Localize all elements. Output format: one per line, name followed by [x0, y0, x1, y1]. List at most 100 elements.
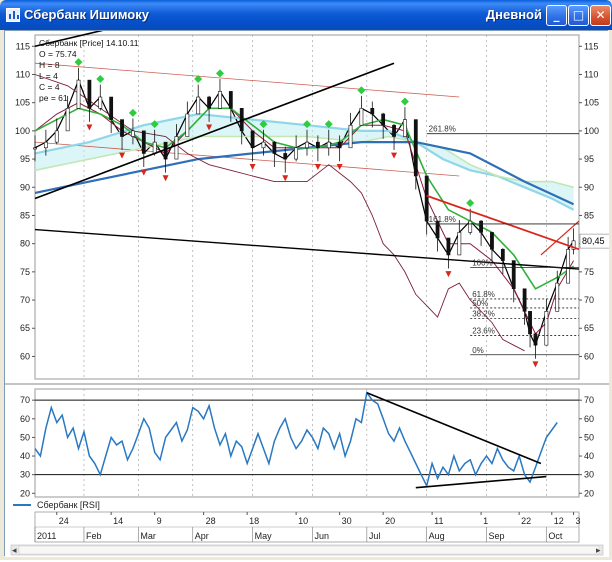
- chart-background: [5, 31, 609, 557]
- buy-signal-arrow: [314, 163, 321, 170]
- price-legend-line: L = 4: [39, 71, 58, 81]
- buy-signal-arrow: [532, 361, 539, 368]
- rsi-tick-label-left: 60: [20, 414, 30, 424]
- candle-body: [33, 147, 37, 150]
- price-tick-label-right: 110: [584, 69, 598, 79]
- candle-body: [413, 119, 418, 177]
- candle-body: [109, 96, 114, 120]
- price-legend-line: pe = 61: [39, 93, 68, 103]
- candle-body: [65, 108, 70, 132]
- candle-body: [120, 119, 124, 137]
- fib-level-label: 161.8%: [429, 215, 456, 224]
- candle-body: [326, 141, 331, 149]
- candle-body: [511, 260, 516, 290]
- rsi-tick-label-left: 70: [20, 395, 30, 405]
- candle-body: [305, 141, 309, 149]
- day-tick-label: 30: [342, 516, 352, 526]
- day-tick-label: 20: [385, 516, 395, 526]
- buy-signal-arrow: [249, 163, 256, 170]
- buy-signal-arrow: [86, 124, 93, 131]
- price-tick-label-left: 75: [20, 267, 30, 277]
- resistance-line-2: [540, 220, 580, 256]
- day-tick-label: 18: [249, 516, 259, 526]
- candle-body: [381, 113, 386, 126]
- candle-body: [196, 96, 201, 115]
- buy-signal-arrow: [336, 163, 343, 170]
- price-tick-label-left: 60: [20, 351, 30, 361]
- sell-signal-diamond: [128, 108, 137, 117]
- sell-signal-diamond: [400, 97, 409, 106]
- chart-canvas[interactable]: 6060656570707575808085859090959510010010…: [5, 17, 611, 557]
- candle-body: [54, 130, 59, 143]
- price-tick-label-left: 90: [20, 182, 30, 192]
- price-tick-label-left: 80: [20, 239, 30, 249]
- maximize-button[interactable]: □: [568, 5, 589, 26]
- last-price-label: 80,45: [582, 236, 605, 246]
- price-tick-label-left: 85: [20, 210, 30, 220]
- rsi-tick-label-right: 30: [584, 470, 594, 480]
- price-tick-label-right: 105: [584, 98, 599, 108]
- month-tick-label: Jul: [369, 531, 381, 541]
- buy-signal-arrow: [445, 271, 452, 278]
- close-button[interactable]: ✕: [590, 5, 611, 26]
- fib-level-label: 0%: [472, 346, 484, 355]
- price-legend-line: C = 4: [39, 82, 60, 92]
- candle-body: [566, 248, 571, 284]
- sell-signal-diamond: [324, 120, 333, 129]
- scroll-right-arrow: ▸: [596, 545, 601, 555]
- rsi-trendline-up: [415, 475, 547, 489]
- rsi-trendline-down: [366, 391, 542, 465]
- candle-body: [348, 124, 353, 149]
- period-label: Дневной: [485, 7, 542, 22]
- window-title: Сбербанк Ишимоку: [24, 7, 149, 22]
- sell-signal-diamond: [303, 120, 311, 129]
- rsi-legend-label: Сбербанк [RSI]: [37, 500, 100, 510]
- price-title: Сбербанк [Price] 14.10.11: [39, 38, 139, 48]
- candle-body: [370, 108, 375, 115]
- trendline-rising: [34, 62, 395, 200]
- sell-signal-diamond: [259, 120, 268, 129]
- price-panel: 6060656570707575808085859090959510010010…: [15, 17, 611, 380]
- candle-body: [228, 91, 233, 109]
- candle-body: [571, 240, 576, 250]
- price-tick-label-right: 85: [584, 210, 594, 220]
- resistance-line: [426, 194, 580, 251]
- month-tick-label: Jun: [314, 531, 329, 541]
- series-line-senkou-a: [34, 112, 575, 211]
- buy-signal-arrow: [282, 175, 289, 182]
- day-tick-label: 12: [554, 516, 564, 526]
- candle-body: [424, 175, 429, 222]
- candle-body: [43, 141, 48, 149]
- candle-body: [435, 220, 440, 239]
- candle-body: [468, 220, 473, 233]
- price-tick-label-left: 105: [15, 98, 30, 108]
- rsi-tick-label-left: 20: [20, 488, 30, 498]
- candle-body: [315, 141, 320, 149]
- buy-signal-arrow: [206, 124, 213, 131]
- candle-body: [207, 96, 211, 109]
- price-tick-label-left: 95: [20, 154, 30, 164]
- candle-body: [359, 108, 364, 126]
- buy-signal-arrow: [162, 175, 169, 182]
- candle-body: [272, 141, 277, 154]
- month-tick-label: Oct: [548, 531, 563, 541]
- price-tick-label-left: 70: [20, 295, 30, 305]
- month-tick-label: Apr: [195, 531, 209, 541]
- series-line-senkou-b: [34, 135, 574, 189]
- title-bar[interactable]: Сбербанк Ишимоку Дневной _ □ ✕: [0, 0, 612, 30]
- day-tick-label: 11: [434, 516, 443, 526]
- day-tick-label: 14: [113, 516, 123, 526]
- minimize-button[interactable]: _: [546, 5, 567, 26]
- candle-body: [294, 147, 299, 160]
- price-tick-label-right: 115: [584, 41, 598, 51]
- rsi-tick-label-right: 70: [584, 395, 594, 405]
- price-tick-label-left: 115: [16, 41, 30, 51]
- price-plot-area: [34, 34, 580, 380]
- price-tick-label-right: 75: [584, 267, 594, 277]
- price-tick-label-right: 100: [584, 126, 599, 136]
- rsi-tick-label-right: 40: [584, 451, 594, 461]
- price-tick-label-right: 90: [584, 182, 594, 192]
- channel-lower-line: [34, 141, 460, 177]
